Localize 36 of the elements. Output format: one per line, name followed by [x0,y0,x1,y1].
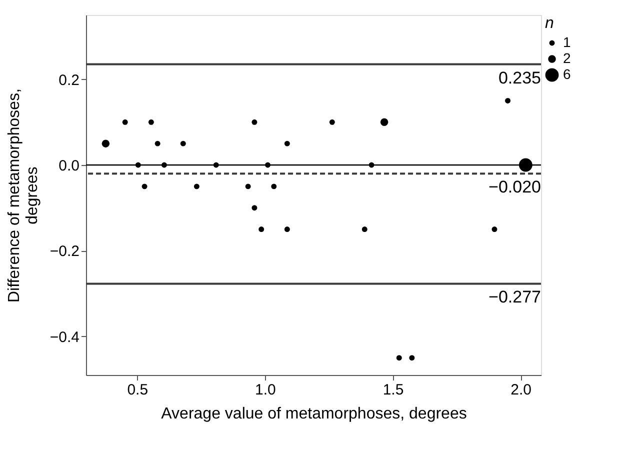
x-axis-title: Average value of metamorphoses, degrees [161,406,467,422]
legend-label: 2 [563,50,571,66]
point [271,184,277,190]
y-tick-label: −0.4 [50,328,80,346]
x-tick-label: 1.0 [255,382,276,398]
point [252,119,258,125]
point [492,226,498,232]
point [194,184,200,190]
point [148,119,154,125]
point [329,119,335,125]
legend-label: 6 [563,66,571,82]
y-tick-label: −0.2 [50,243,80,260]
y-tick-label: 0.2 [58,72,80,89]
x-tick-label: 2.0 [510,382,532,398]
point [284,226,290,232]
point [180,140,186,146]
ref-line-label: −0.277 [488,288,541,307]
ref-line-label: −0.020 [488,178,541,197]
point [258,226,264,232]
point [142,184,148,190]
point [362,226,368,232]
ref-line-label: 0.235 [498,68,541,88]
y-tick-label: 0.0 [58,158,80,174]
point [505,98,511,104]
point [284,140,290,146]
point [252,205,258,211]
legend-label: 1 [563,34,571,50]
legend-title: n [545,15,554,32]
point [154,140,160,146]
x-tick-label: 1.5 [382,382,404,398]
point [409,355,415,361]
y-axis-title: Difference of metamorphoses, degrees [6,88,41,303]
point [396,355,402,361]
point [245,184,251,190]
point [122,119,128,125]
x-tick-label: 0.5 [127,382,148,398]
